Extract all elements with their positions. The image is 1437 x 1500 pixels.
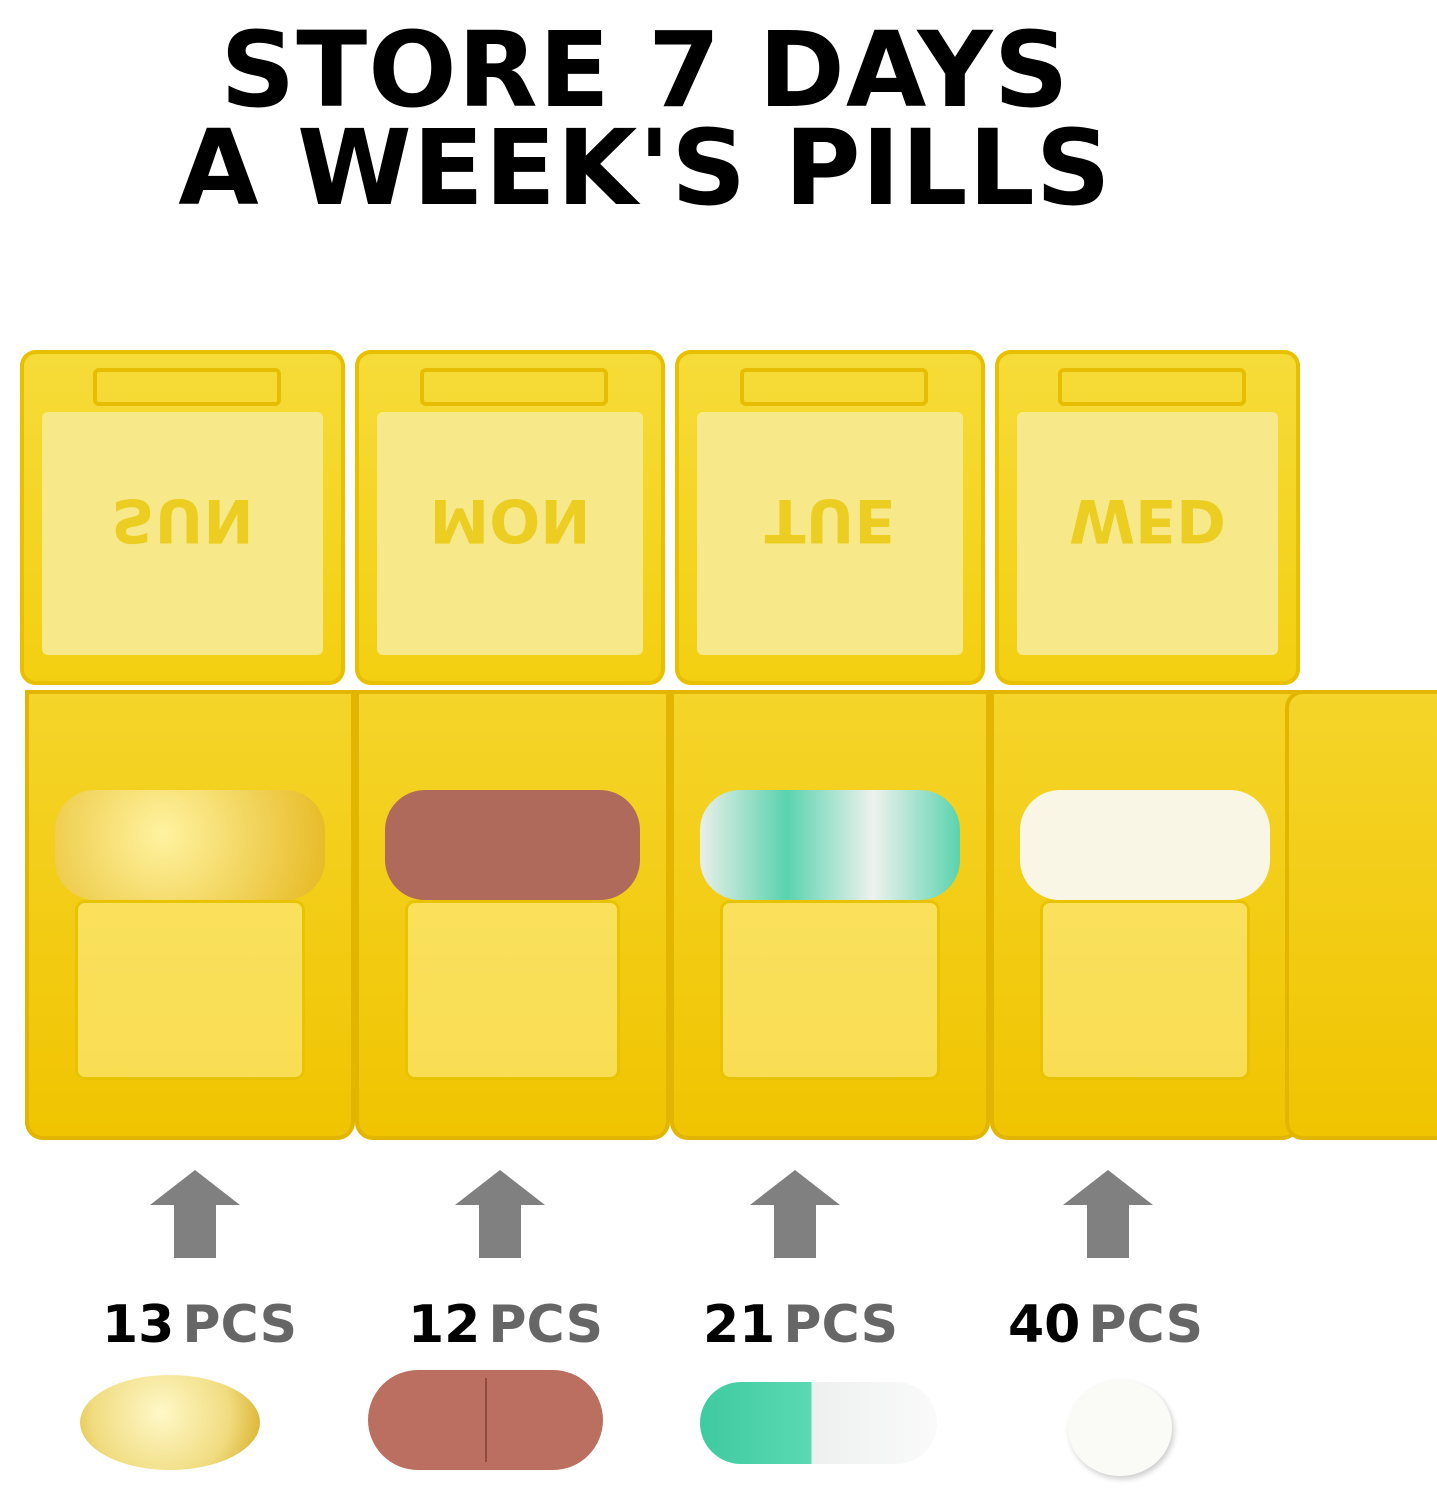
- compartment-wed: [990, 690, 1300, 1140]
- day-label: WED: [1069, 485, 1226, 555]
- lid-sun: SUN: [20, 350, 345, 685]
- count-label-mon: 12 PCS: [408, 1295, 604, 1355]
- day-label: SUN: [111, 485, 254, 555]
- count-label-wed: 40 PCS: [1008, 1295, 1204, 1355]
- day-label: TUE: [764, 485, 896, 555]
- oval-tablet-image: [368, 1370, 603, 1470]
- compartment-mon: [355, 690, 670, 1140]
- compartment-tue: [670, 690, 990, 1140]
- headline-line-2: A WEEK'S PILLS: [178, 107, 1112, 229]
- day-label: MON: [429, 485, 591, 555]
- headline-line-1: STORE 7 DAYS: [220, 9, 1070, 131]
- arrow-up-icon: [750, 1170, 840, 1258]
- arrow-up-icon: [455, 1170, 545, 1258]
- count-label-sun: 13 PCS: [102, 1295, 298, 1355]
- compartment-sun: [25, 690, 355, 1140]
- capsule-image: [700, 1382, 937, 1464]
- lid-mon: MON: [355, 350, 665, 685]
- round-tablet-image: [1068, 1380, 1172, 1476]
- lid-tue: TUE: [675, 350, 985, 685]
- arrow-up-icon: [1063, 1170, 1153, 1258]
- arrow-up-icon: [150, 1170, 240, 1258]
- lid-wed: WED: [995, 350, 1300, 685]
- softgel-pill-image: [80, 1375, 260, 1470]
- compartment-partial: [1285, 690, 1437, 1140]
- count-label-tue: 21 PCS: [703, 1295, 899, 1355]
